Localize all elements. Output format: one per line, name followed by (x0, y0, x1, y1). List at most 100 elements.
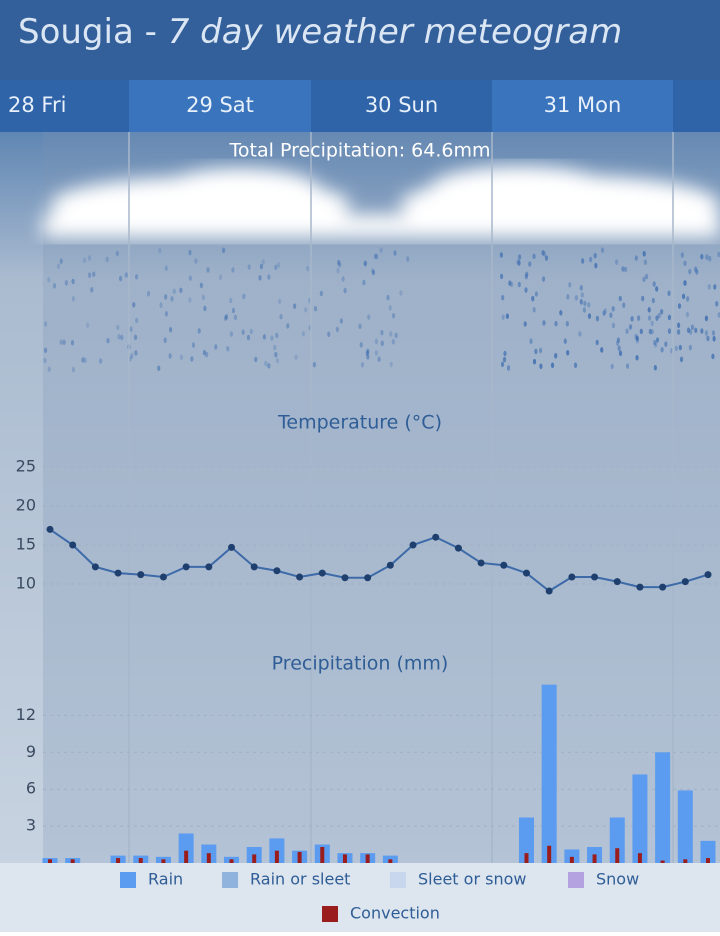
rain-drop (179, 354, 184, 361)
rain-drop (275, 357, 280, 364)
rain-drop (371, 267, 375, 274)
rain-drop (610, 363, 614, 370)
temperature-point (182, 563, 190, 571)
rain-drop (363, 261, 367, 267)
rain-drop (92, 271, 96, 278)
rain-drop (655, 337, 660, 343)
rain-drop (247, 264, 251, 270)
rain-drop (130, 353, 134, 359)
rain-drop (90, 286, 94, 293)
rain-drop (312, 361, 317, 368)
rain-drop (377, 356, 381, 363)
temperature-point (500, 561, 508, 569)
rain-drop (680, 252, 684, 258)
temperature-point (591, 573, 599, 581)
rain-drop (389, 331, 393, 337)
rain-drop (52, 283, 57, 289)
legend-swatch (120, 872, 136, 888)
rain-drop (360, 361, 365, 368)
rain-drop (541, 250, 545, 256)
rain-drop (124, 272, 128, 278)
legend-label: Sleet or snow (418, 870, 526, 889)
rain-drop (542, 320, 546, 326)
rain-drop (206, 267, 210, 273)
rain-drop (249, 328, 253, 335)
rain-drop (501, 314, 505, 320)
rain-drop (205, 351, 209, 358)
rain-drop (224, 314, 229, 320)
rain-drop (286, 323, 290, 329)
rain-drop (517, 260, 521, 266)
y-tick-label: 9 (26, 742, 36, 761)
rain-drop (179, 287, 183, 294)
rain-drop (516, 259, 520, 265)
rain-drop (544, 255, 549, 261)
temperature-point (91, 563, 99, 571)
rain-drop (87, 272, 92, 279)
rain-drop (621, 266, 625, 272)
precip-bar (342, 854, 347, 863)
rain-drop (164, 265, 168, 272)
rain-drop (634, 255, 638, 261)
rain-drop (635, 337, 640, 344)
rain-drop (625, 363, 630, 369)
precip-bar (252, 854, 257, 863)
temperature-point (69, 541, 77, 549)
title-place: Sougia - (18, 12, 168, 52)
rain-drop (134, 350, 138, 356)
precip-bar (388, 859, 393, 863)
rain-drop (617, 345, 621, 352)
temperature-point (432, 533, 440, 541)
y-tick-label: 10 (16, 574, 36, 593)
rain-drop (704, 330, 709, 336)
precip-bar (660, 860, 665, 863)
rain-drop (343, 287, 347, 294)
rain-drop (275, 332, 279, 339)
rain-drop (505, 313, 510, 319)
rain-drop (190, 356, 194, 362)
rain-drop (164, 294, 168, 300)
rain-drop (600, 347, 604, 353)
precip-bar (683, 859, 688, 863)
rain-drop (573, 362, 578, 369)
plot-area (43, 132, 720, 863)
precip-bar (116, 858, 121, 863)
rain-drop (647, 307, 651, 313)
rain-drop (717, 251, 720, 258)
rain-drop (214, 344, 218, 350)
rain-drop (713, 284, 717, 290)
rain-drop (667, 328, 672, 334)
rain-drop (199, 282, 203, 289)
precip-bar (178, 833, 194, 863)
temperature-point (681, 578, 689, 586)
rain-drop (502, 356, 507, 363)
rain-drop (538, 347, 543, 354)
rain-drop (681, 293, 686, 300)
rain-drop (667, 290, 671, 297)
rain-drop (371, 269, 376, 276)
rain-drop (653, 364, 657, 371)
rain-drop (115, 250, 119, 257)
temperature-point (137, 571, 145, 579)
rain-drop (690, 324, 695, 331)
rain-drop (157, 365, 161, 372)
rain-drop (677, 303, 682, 309)
rain-drop (688, 268, 692, 275)
temperature-point (386, 561, 394, 569)
rain-drop (62, 339, 66, 346)
rain-drop (685, 311, 690, 318)
rain-drop (374, 338, 378, 345)
rain-drop (273, 344, 277, 351)
rain-drop (197, 328, 201, 334)
rain-drop (624, 266, 628, 273)
rain-drop (379, 247, 383, 253)
rain-drop (618, 295, 622, 302)
precip-bar (655, 752, 671, 863)
precip-bar (609, 817, 625, 863)
rain-drop (64, 280, 68, 286)
tab (492, 80, 673, 132)
legend-label: Rain (148, 870, 183, 889)
rain-drop (133, 334, 138, 341)
rain-drop (261, 259, 265, 265)
